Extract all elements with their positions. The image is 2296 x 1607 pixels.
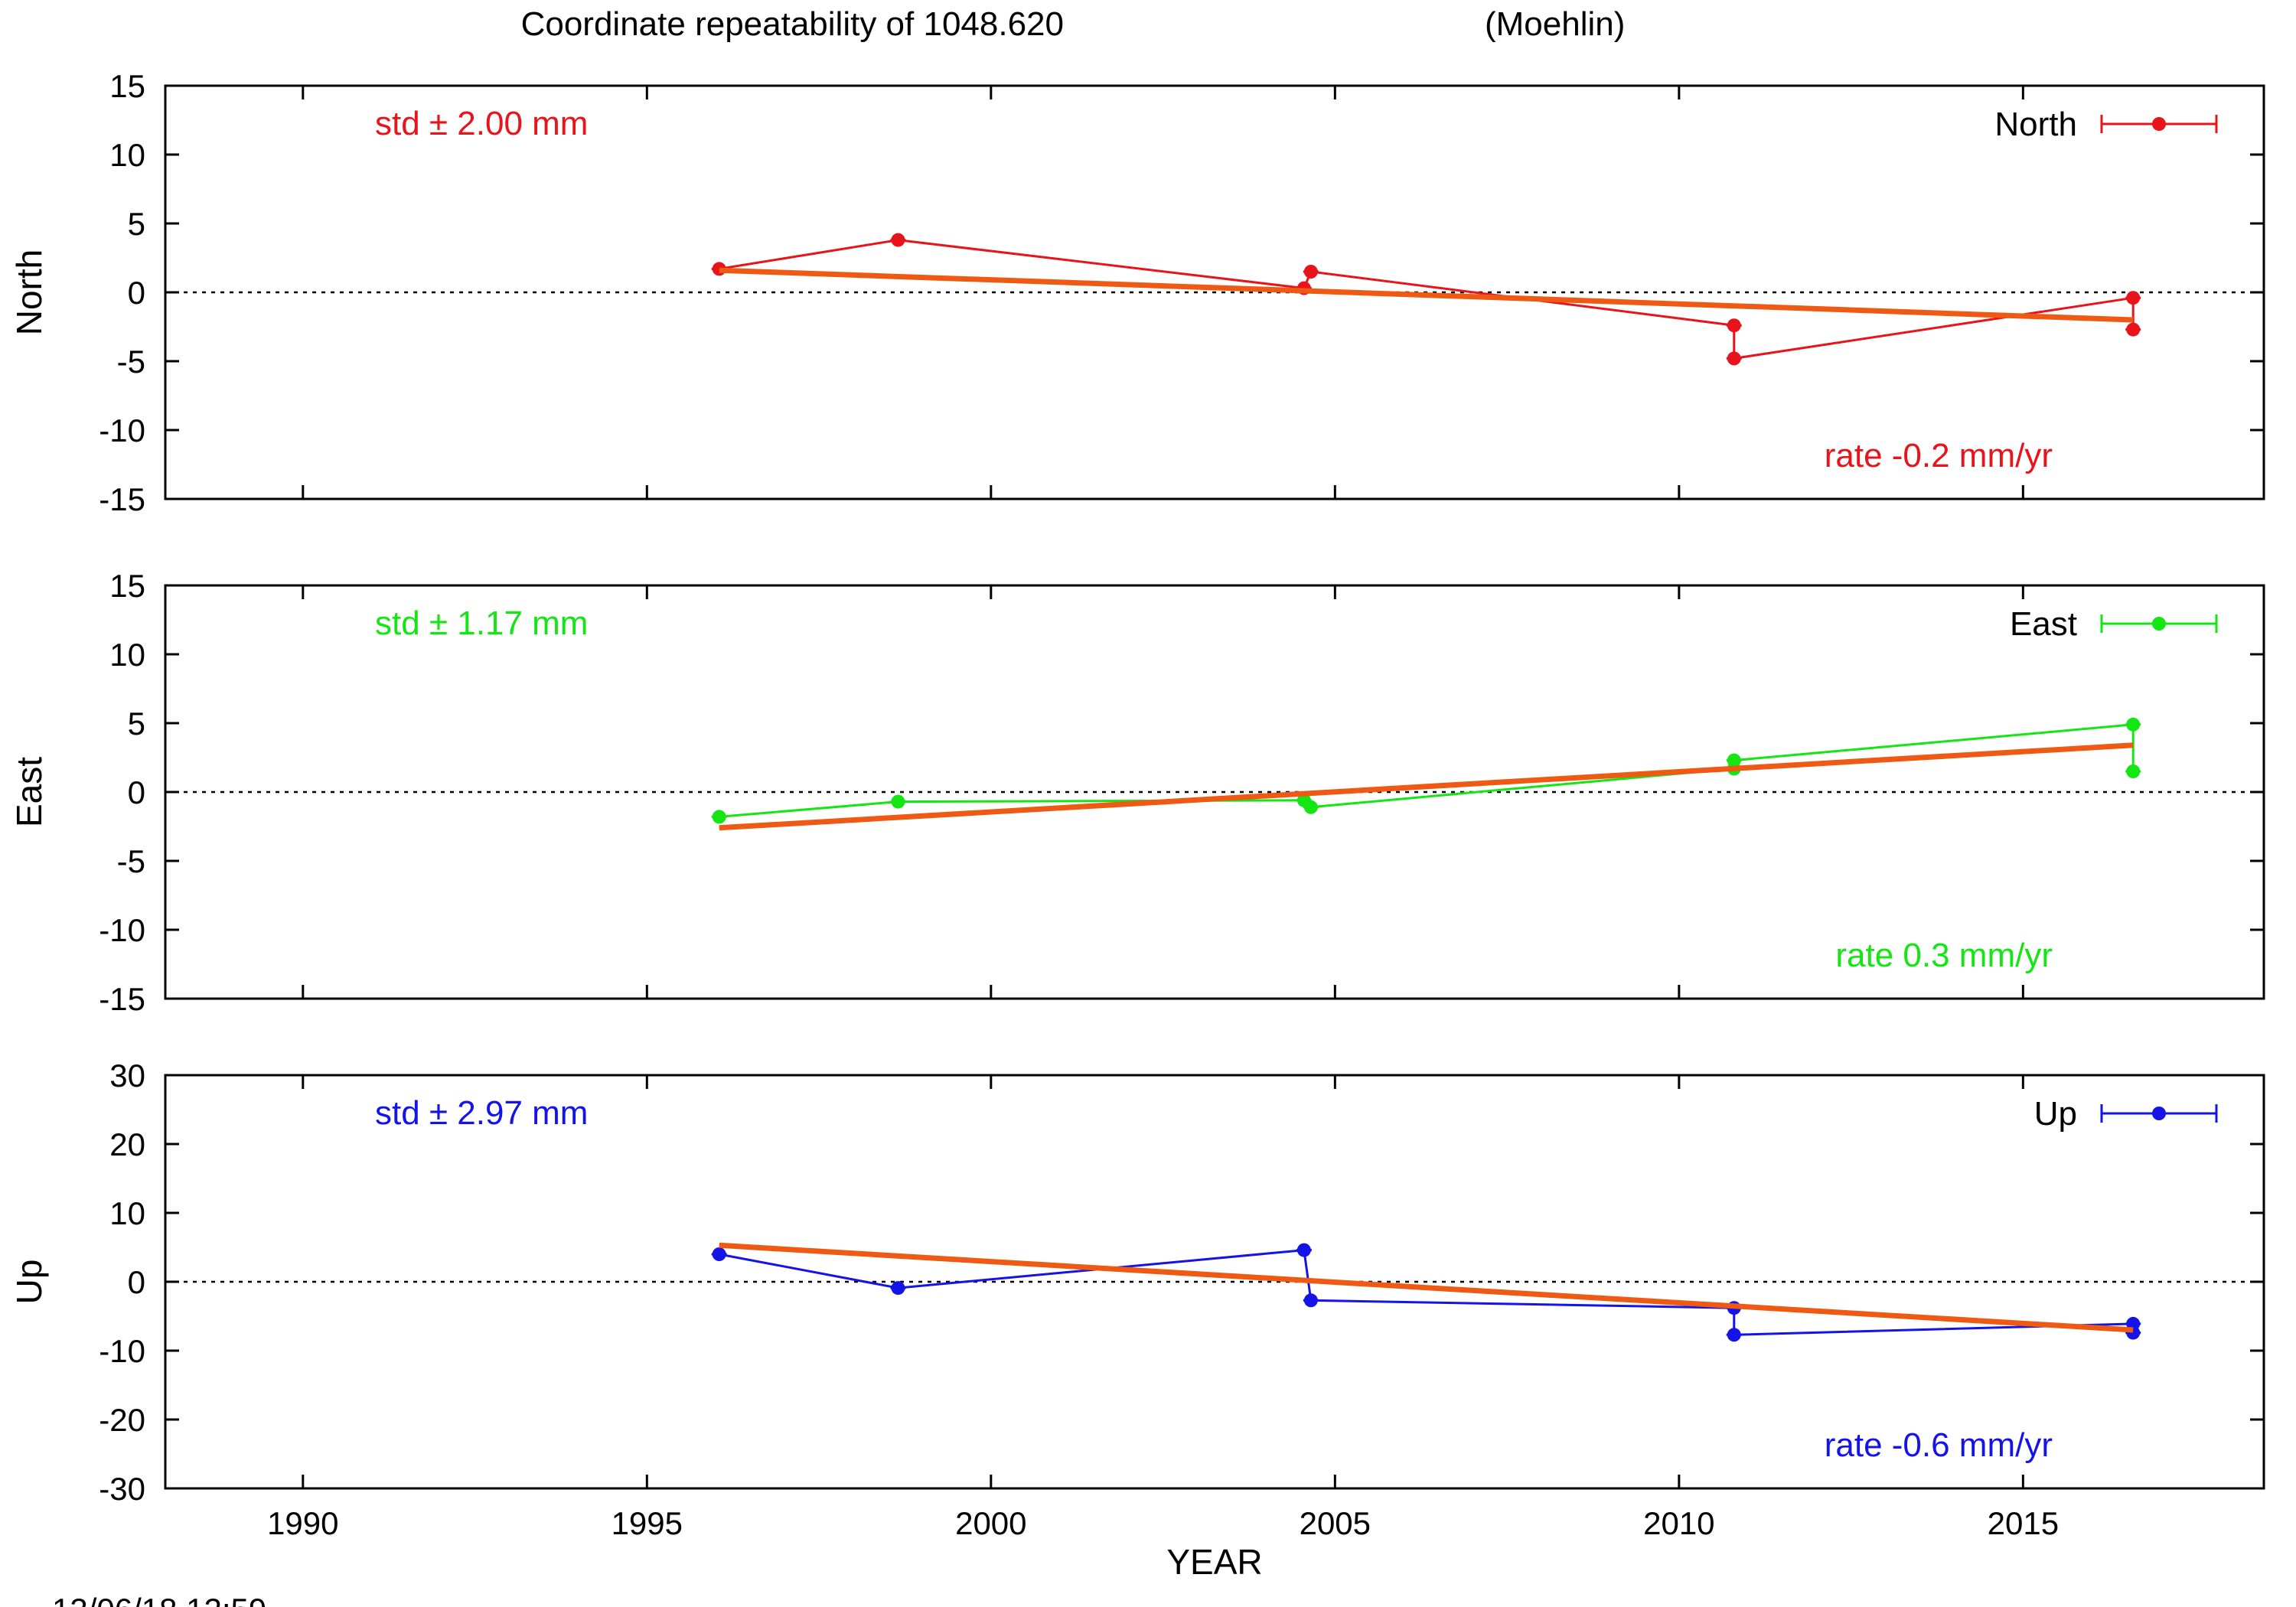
data-point [891, 794, 905, 809]
x-axis-title: YEAR [1166, 1542, 1262, 1582]
data-point [1727, 318, 1741, 333]
y-tick-label: -15 [99, 481, 145, 517]
data-point [1727, 1328, 1741, 1342]
rate-label: rate 0.3 mm/yr [1835, 937, 2053, 974]
legend-label: East [2010, 605, 2077, 643]
legend-marker [2152, 617, 2166, 631]
y-tick-label: 5 [128, 706, 145, 742]
data-point [712, 1247, 726, 1261]
legend-label: Up [2034, 1095, 2077, 1133]
std-label: std ± 2.00 mm [375, 105, 588, 142]
y-tick-label: 0 [128, 1264, 145, 1300]
chart-title: Coordinate repeatability of 1048.620 [521, 5, 1064, 43]
y-tick-label: -15 [99, 981, 145, 1017]
y-axis-title: East [9, 757, 49, 827]
y-tick-label: 15 [109, 568, 145, 604]
y-tick-label: 10 [109, 637, 145, 673]
series-line [719, 723, 2135, 818]
data-point [2126, 291, 2141, 305]
y-tick-label: -10 [99, 412, 145, 448]
y-axis-title: Up [9, 1260, 49, 1305]
x-tick-label: 2000 [955, 1505, 1026, 1541]
y-tick-label: 15 [109, 68, 145, 104]
y-tick-label: 20 [109, 1126, 145, 1162]
rate-label: rate -0.6 mm/yr [1825, 1426, 2053, 1464]
panels-group: 15 10 5 0 -5 -10 -15 North std ± 2.00 mm rate -0.… [9, 68, 2265, 1541]
std-label: std ± 2.97 mm [375, 1094, 588, 1132]
legend-marker [2152, 117, 2166, 131]
x-tick-label: 2015 [1988, 1505, 2059, 1541]
legend-marker [2152, 1107, 2166, 1120]
data-point [1727, 753, 1741, 768]
timestamp: 13/06/18 12:59 [52, 1592, 266, 1607]
series-line [719, 239, 2135, 360]
x-tick-label: 2010 [1643, 1505, 1714, 1541]
x-tick-label: 1990 [267, 1505, 338, 1541]
data-point [1296, 1243, 1311, 1257]
data-point [891, 233, 905, 247]
x-tick-label: 2005 [1300, 1505, 1371, 1541]
y-tick-label: -10 [99, 912, 145, 948]
data-point [712, 810, 726, 824]
panel-east: 15 10 5 0 -5 -10 -15 East std ± 1.17 mm rate 0.3 … [9, 568, 2265, 1017]
y-tick-label: 30 [109, 1058, 145, 1094]
std-label: std ± 1.17 mm [375, 605, 588, 642]
legend-label: North [1994, 106, 2077, 143]
y-tick-label: 0 [128, 275, 145, 311]
y-tick-label: 10 [109, 137, 145, 173]
y-axis-title: North [9, 249, 49, 335]
y-tick-label: -20 [99, 1402, 145, 1438]
series-line [719, 1248, 2135, 1336]
y-tick-label: -5 [117, 843, 145, 879]
trend-line [719, 267, 2134, 323]
data-point [2126, 322, 2141, 337]
data-point [1303, 800, 1318, 814]
rate-label: rate -0.2 mm/yr [1825, 437, 2053, 474]
x-tick-label: 1995 [612, 1505, 683, 1541]
data-point [1303, 1293, 1318, 1308]
trend-line [719, 1242, 2134, 1333]
chart-station: (Moehlin) [1485, 5, 1625, 43]
trend-line [719, 742, 2134, 831]
y-tick-label: 10 [109, 1195, 145, 1231]
y-tick-label: 5 [128, 206, 145, 242]
y-tick-label: -30 [99, 1471, 145, 1507]
panel-north: 15 10 5 0 -5 -10 -15 North std ± 2.00 mm rate -0.… [9, 68, 2265, 517]
data-point [1303, 265, 1318, 279]
data-point [1727, 351, 1741, 366]
data-point [891, 1281, 905, 1296]
y-tick-label: -10 [99, 1333, 145, 1369]
y-tick-label: -5 [117, 344, 145, 380]
data-point [2126, 717, 2141, 732]
data-point [2126, 764, 2141, 778]
y-tick-label: 0 [128, 774, 145, 810]
